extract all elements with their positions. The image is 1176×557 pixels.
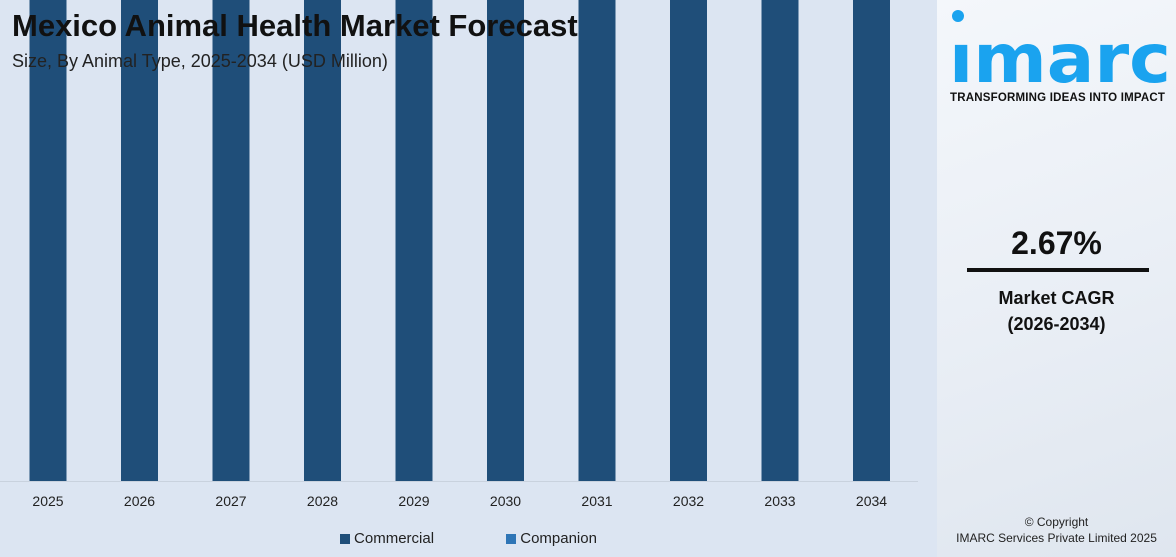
company-line: IMARC Services Private Limited 2025 [956,531,1157,545]
bar-commercial-2034 [853,0,890,481]
cagr-value: 2.67% [1011,225,1102,261]
x-tick-label: 2030 [490,493,521,509]
bar-commercial-2028 [304,0,341,481]
chart-panel: 2025601.82026202720282029203020312032203… [0,0,937,548]
bar-commercial-2031 [578,0,616,481]
x-tick-label: 2026 [124,493,155,509]
info-panel: ımarc TRANSFORMING IDEAS INTO IMPACT 2.6… [937,0,1176,557]
legend-item-companion: Companion [506,530,597,547]
cagr-label: Market CAGR (2026-2034) [937,285,1176,337]
bar-commercial-2030 [487,0,524,481]
chart-title: Mexico Animal Health Market Forecast [12,8,578,43]
x-tick-label: 2028 [307,493,338,509]
bar-commercial-2025 [29,0,67,482]
imarc-logo: ımarc [949,10,1171,86]
bar-commercial-2033 [761,0,799,481]
cagr-period: (2026-2034) [1007,314,1106,334]
x-tick-label: 2033 [764,493,795,509]
svg-text:ımarc: ımarc [949,20,1171,86]
x-tick-label: 2031 [581,493,612,509]
legend: Commercial Companion [0,530,937,548]
x-tick-label: 2029 [398,493,429,509]
bar-commercial-2027 [212,0,250,481]
legend-swatch [340,533,351,544]
x-tick-label: 2027 [215,493,246,509]
bar-commercial-2026 [121,0,158,481]
cagr-label-text: Market CAGR [998,288,1115,308]
x-tick-label: 2032 [673,493,704,509]
copyright-line: © Copyright [1024,515,1089,529]
x-tick-label: 2034 [856,493,887,509]
bar-commercial-2029 [395,0,433,481]
legend-swatch [506,533,517,544]
bar-chart: 2025601.82026202720282029203020312032203… [0,0,918,509]
legend-label: Commercial [354,530,435,547]
bar-commercial-2032 [670,0,707,481]
copyright: © Copyright IMARC Services Private Limit… [937,514,1176,546]
chart-subtitle: Size, By Animal Type, 2025-2034 (USD Mil… [12,51,388,71]
tagline: TRANSFORMING IDEAS INTO IMPACT [950,92,1166,104]
divider [967,268,1149,272]
x-tick-label: 2025 [32,493,63,509]
legend-label: Companion [520,530,597,547]
legend-item-commercial: Commercial [340,530,434,547]
